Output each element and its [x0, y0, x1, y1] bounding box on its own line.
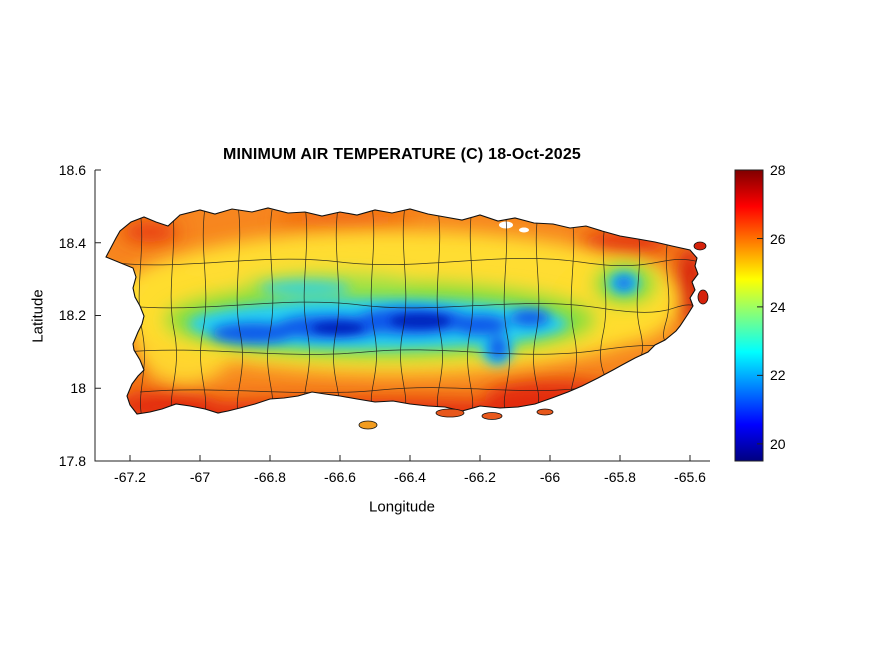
x-tick-label: -66.4	[394, 469, 426, 485]
x-axis-label: Longitude	[369, 498, 435, 516]
y-tick-label: 17.8	[58, 453, 86, 469]
colorbar-tick-marks	[757, 169, 763, 445]
x-tick-label: -67	[189, 469, 211, 485]
colorbar-tick-label: 24	[770, 299, 786, 315]
y-tick-label: 18.4	[58, 235, 86, 251]
colorbar	[734, 169, 764, 462]
offshore-islets	[358, 241, 709, 430]
y-tick-label: 18.6	[58, 162, 86, 178]
colorbar-tick-label: 26	[770, 231, 786, 247]
x-tick-label: -66.6	[324, 469, 356, 485]
y-tick-label: 18	[70, 380, 86, 396]
chart-title: MINIMUM AIR TEMPERATURE (C) 18-Oct-2025	[222, 146, 582, 163]
x-tick-label: -65.8	[604, 469, 636, 485]
x-tick-label: -66.8	[254, 469, 286, 485]
municipality-boundaries	[107, 208, 698, 414]
x-tick-label: -65.6	[674, 469, 706, 485]
coastline-outline	[105, 207, 699, 415]
x-tick-label: -66.2	[464, 469, 496, 485]
colorbar-tick-label: 28	[770, 162, 786, 178]
x-tick-label: -66	[539, 469, 561, 485]
colorbar-tick-label: 22	[770, 367, 786, 383]
y-tick-label: 18.2	[58, 307, 86, 323]
colorbar-tick-label: 20	[770, 436, 786, 452]
axes	[94, 169, 710, 462]
colorbar-gradient	[734, 169, 764, 462]
island-temperature-map	[105, 207, 709, 430]
axis-tick-marks	[95, 169, 691, 462]
x-tick-label: -67.2	[114, 469, 146, 485]
